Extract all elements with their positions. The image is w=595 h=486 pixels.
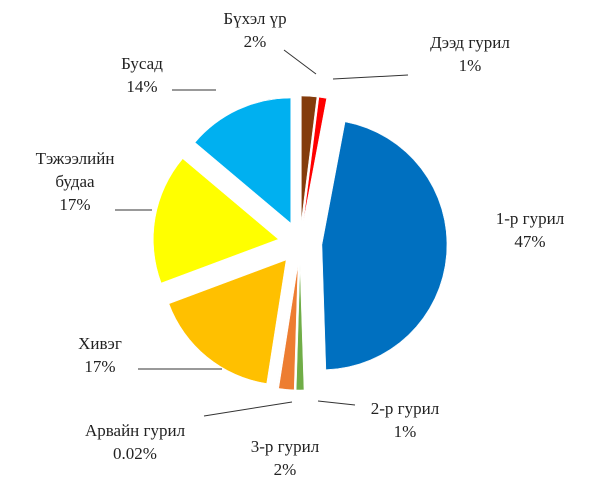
leader-line: [332, 74, 409, 80]
slice-label: Дээд гурил: [430, 33, 510, 52]
value-label: 14%: [126, 77, 157, 96]
value-label: 1%: [459, 56, 482, 75]
slice-label: 3-р гурил: [251, 437, 320, 456]
pie-slice: [278, 264, 299, 391]
pie-slice: [276, 264, 297, 389]
pie-slice: [153, 158, 279, 284]
slice-label: Бүхэл үр: [223, 9, 286, 28]
slice-label: 1-р гурил: [496, 209, 565, 228]
value-label: 0.02%: [113, 444, 157, 463]
pie-slice: [301, 95, 318, 222]
value-label: 47%: [514, 232, 545, 251]
pie-slice: [168, 259, 287, 384]
pie-slice: [321, 121, 448, 370]
slice-label: Тэжээлийн будаа: [36, 149, 115, 191]
leader-line: [203, 401, 293, 417]
pie-slice: [194, 97, 291, 224]
value-label: 17%: [84, 357, 115, 376]
leader-line: [283, 49, 317, 75]
pie-slice: [295, 264, 305, 391]
value-label: 1%: [394, 422, 417, 441]
slice-label: Хивэг: [78, 334, 122, 353]
slice-label: Арвайн гурил: [85, 421, 186, 440]
leader-line: [317, 400, 356, 406]
slice-label: Бусад: [121, 54, 163, 73]
slice-label: 2-р гурил: [371, 399, 440, 418]
value-label: 17%: [59, 195, 90, 214]
value-label: 2%: [244, 32, 267, 51]
value-label: 2%: [274, 460, 297, 479]
pie-slice: [303, 96, 327, 222]
